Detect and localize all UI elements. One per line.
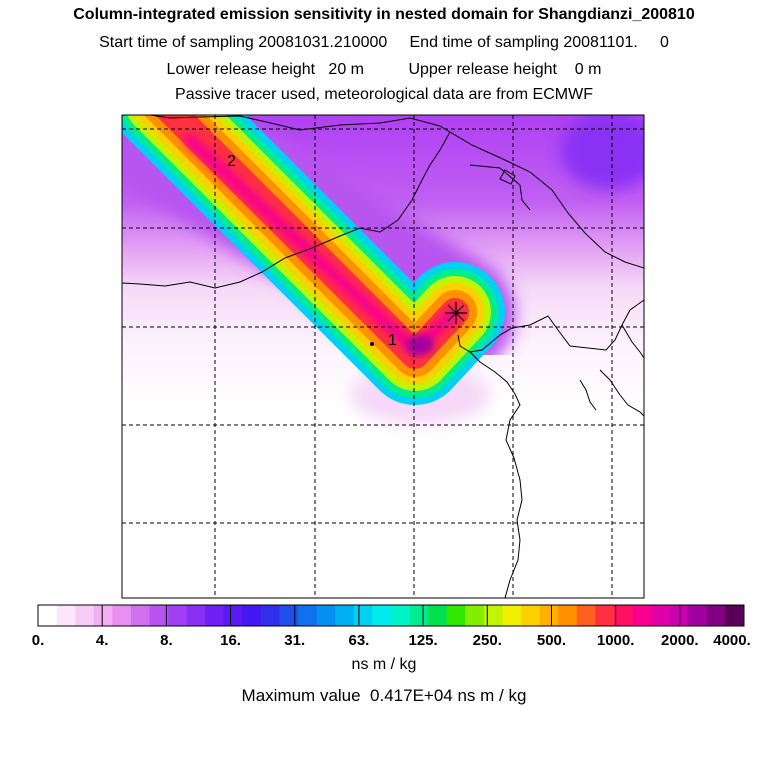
colorbar-units: ns m / kg: [351, 656, 417, 673]
colorbar-swatch: [409, 605, 429, 626]
colorbar-frame: [37, 604, 745, 627]
colorbar-swatch: [112, 605, 132, 626]
plume-core-max: [406, 335, 434, 355]
coast-line: [599, 369, 644, 417]
colorbar-swatch: [632, 605, 652, 626]
colorbar-tick-label: 500.: [536, 632, 567, 649]
border-line: [469, 164, 531, 211]
colorbar-swatch: [186, 605, 206, 626]
colorbar-swatch: [725, 605, 745, 626]
colorbar-swatch: [260, 605, 280, 626]
sensitivity-field: 1 2: [122, 115, 644, 598]
colorbar-swatch: [576, 605, 596, 626]
border-line: [149, 115, 451, 133]
colorbar-tick-label: 4000.: [713, 632, 751, 649]
colorbar-tick-label: 0.: [31, 632, 45, 649]
coast-line: [469, 351, 523, 598]
coast-line: [579, 379, 597, 411]
colorbar-swatch: [149, 605, 169, 626]
colorbar-tick-label: 1000.: [596, 632, 635, 649]
chart-title: Column-integrated emission sensitivity i…: [73, 6, 695, 23]
colorbar-swatch: [205, 605, 225, 626]
map-label-1: 1: [388, 332, 397, 349]
colorbar-swatch: [353, 605, 373, 626]
release-height-line: Lower release height 20 m Upper release …: [166, 61, 602, 78]
colorbar-swatch: [446, 605, 466, 626]
colorbar-tick-label: 8.: [160, 632, 173, 649]
colorbar-swatch: [688, 605, 708, 626]
colorbar-swatch: [279, 605, 299, 626]
colorbar-swatch: [613, 605, 633, 626]
colorbar-swatch: [38, 605, 57, 626]
colorbar-tick-label: 4.: [95, 632, 109, 649]
colorbar-swatch: [706, 605, 726, 626]
map-label-2: 2: [227, 153, 236, 170]
colorbar-swatch: [391, 605, 410, 626]
colorbar-swatch: [465, 605, 485, 626]
colorbar-swatch: [130, 605, 150, 626]
colorbar-swatch: [372, 605, 392, 626]
colorbar-swatch: [93, 605, 113, 626]
colorbar-tick-label: 2000.: [661, 632, 699, 649]
coastline: [457, 299, 644, 598]
colorbar-tick-label: 16.: [220, 632, 241, 649]
colorbar-swatch: [651, 605, 671, 626]
tracer-info-line: Passive tracer used, meteorological data…: [175, 86, 593, 103]
colorbar-swatch: [56, 605, 76, 626]
colorbar: [37, 604, 745, 627]
max-value-text: Maximum value 0.417E+04 ns m / kg: [241, 686, 527, 705]
colorbar-swatch: [669, 605, 689, 626]
colorbar-swatch: [539, 605, 559, 626]
coast-line: [457, 299, 644, 353]
colorbar-tick-label: 63.: [348, 632, 370, 649]
colorbar-swatch: [558, 605, 578, 626]
colorbar-swatch: [502, 605, 522, 626]
colorbar-tick-label: 250.: [472, 632, 502, 649]
map-frame: [121, 114, 645, 599]
colorbar-swatch: [428, 605, 448, 626]
colorbar-tick-label: 125.: [408, 632, 438, 649]
release-point-dot: [370, 342, 374, 346]
colorbar-swatch: [521, 605, 541, 626]
colorbar-swatch: [223, 605, 243, 626]
colorbar-swatch: [242, 605, 262, 626]
country-borders: [122, 115, 644, 289]
sampling-time-line: Start time of sampling 20081031.210000 E…: [99, 34, 669, 51]
colorbar-swatch: [335, 605, 355, 626]
border-line: [449, 131, 644, 269]
colorbar-swatch: [483, 605, 503, 626]
colorbar-swatch: [595, 605, 615, 626]
colorbar-tick-label: 31.: [284, 632, 306, 649]
coast-line: [621, 324, 644, 359]
receptor-marker: [445, 302, 467, 324]
colorbar-swatch: [75, 605, 95, 626]
high-sensitivity-patch-ne: [560, 115, 644, 190]
border-line: [499, 169, 516, 185]
colorbar-swatch: [298, 605, 318, 626]
colorbar-swatch: [168, 605, 188, 626]
border-line: [122, 131, 451, 289]
colorbar-swatch: [316, 605, 336, 626]
